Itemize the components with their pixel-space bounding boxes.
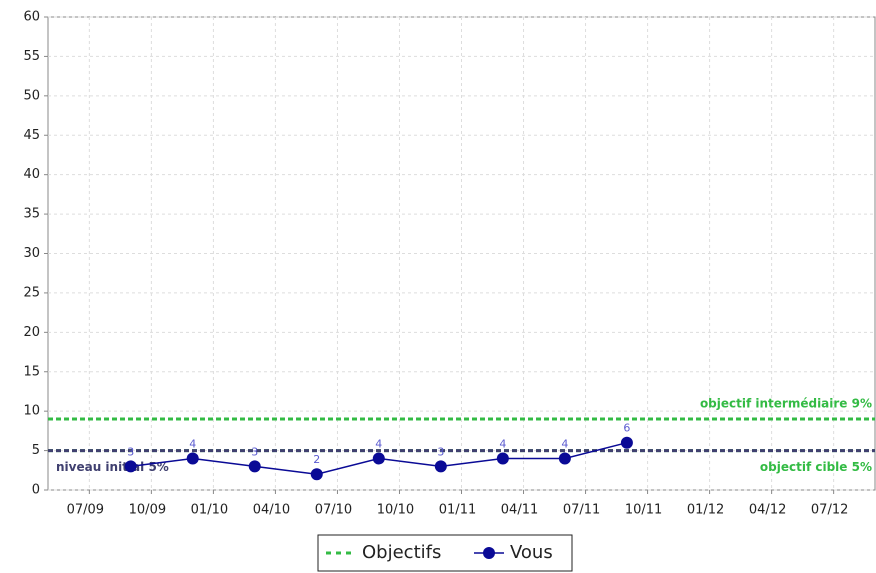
x-tick-label: 10/10 <box>377 503 414 518</box>
x-tick-label: 07/09 <box>67 503 104 518</box>
y-tick-label: 5 <box>32 443 40 458</box>
value-label: 4 <box>499 437 506 450</box>
x-tick-label: 07/10 <box>315 503 352 518</box>
value-label: 3 <box>437 445 444 458</box>
reference-label: niveau initial 5% <box>56 460 169 474</box>
y-tick-label: 30 <box>23 246 40 261</box>
y-tick-label: 50 <box>23 88 40 103</box>
legend: Objectifs Vous <box>317 534 573 572</box>
point <box>496 452 509 465</box>
x-tick-label: 01/12 <box>687 503 724 518</box>
x-tick-label: 10/11 <box>625 503 662 518</box>
y-tick-label: 25 <box>23 285 40 300</box>
y-tick-label: 20 <box>23 325 40 340</box>
reference-label: objectif cible 5% <box>760 460 872 474</box>
value-label: 4 <box>561 437 568 450</box>
point <box>248 460 261 473</box>
y-tick-label: 10 <box>23 404 40 419</box>
value-label: 3 <box>127 445 134 458</box>
point <box>372 452 385 465</box>
y-tick-label: 0 <box>32 483 40 498</box>
legend-label: Objectifs <box>362 542 441 563</box>
x-tick-label: 01/11 <box>439 503 476 518</box>
reference-label: objectif intermédiaire 9% <box>700 397 872 411</box>
value-label: 3 <box>251 445 258 458</box>
x-tick-label: 04/10 <box>253 503 290 518</box>
point <box>186 452 199 465</box>
x-tick-label: 04/12 <box>749 503 786 518</box>
value-label: 4 <box>189 437 196 450</box>
y-tick-label: 45 <box>23 128 40 143</box>
y-tick-label: 15 <box>23 364 40 379</box>
x-tick-label: 01/10 <box>191 503 228 518</box>
x-tick-label: 10/09 <box>129 503 166 518</box>
point <box>124 460 137 473</box>
legend-box <box>317 534 573 572</box>
legend-label: Vous <box>510 542 553 563</box>
y-tick-label: 35 <box>23 207 40 222</box>
legend-swatch <box>483 547 495 559</box>
x-tick-label: 07/12 <box>811 503 848 518</box>
y-tick-label: 40 <box>23 167 40 182</box>
x-tick-label: 07/11 <box>563 503 600 518</box>
value-label: 6 <box>623 422 630 435</box>
point <box>558 452 571 465</box>
y-tick-label: 55 <box>23 49 40 64</box>
value-label: 2 <box>313 453 320 466</box>
y-tick-label: 60 <box>23 10 40 25</box>
point <box>310 468 323 481</box>
x-tick-label: 04/11 <box>501 503 538 518</box>
value-label: 4 <box>375 437 382 450</box>
point <box>620 436 633 449</box>
point <box>434 460 447 473</box>
